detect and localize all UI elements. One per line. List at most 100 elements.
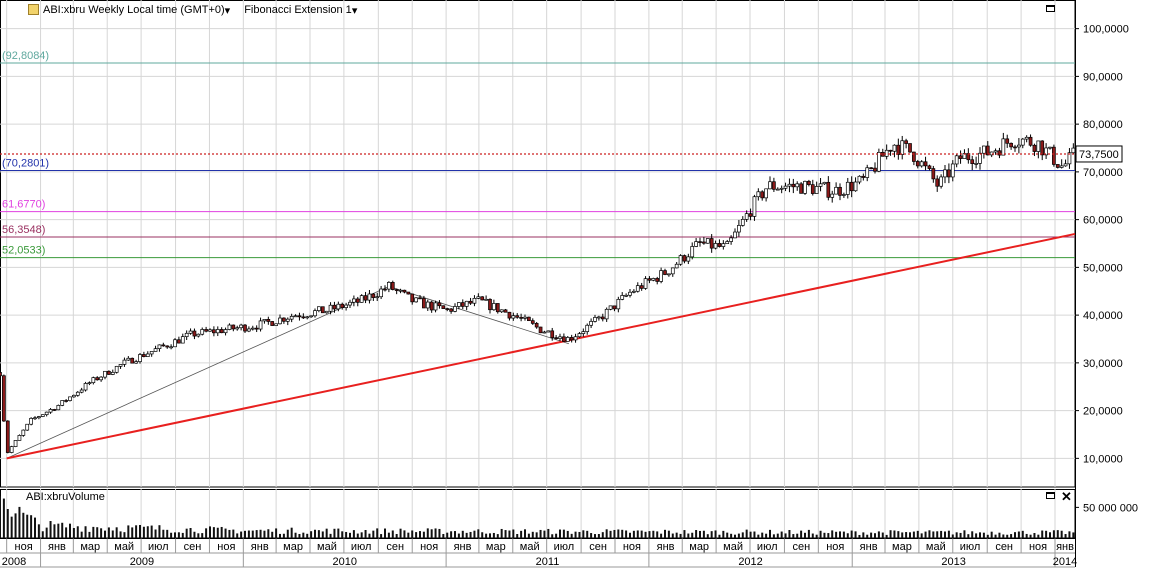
candle-body bbox=[235, 327, 240, 330]
volume-bar bbox=[321, 531, 324, 538]
candle-body bbox=[363, 295, 368, 301]
volume-bar bbox=[177, 532, 180, 538]
volume-bar bbox=[201, 533, 204, 538]
volume-bar bbox=[811, 533, 814, 538]
volume-bar bbox=[543, 530, 546, 538]
volume-bar bbox=[804, 532, 806, 538]
candle-body bbox=[970, 159, 975, 164]
candle-body bbox=[849, 181, 854, 192]
volume-bar bbox=[419, 531, 421, 538]
volume-bar bbox=[76, 526, 79, 538]
candle-body bbox=[472, 298, 477, 304]
candle-body bbox=[527, 316, 531, 322]
candle-body bbox=[900, 140, 905, 155]
candle-body bbox=[632, 290, 636, 293]
candle-body bbox=[0, 372, 2, 377]
volume-bar bbox=[477, 529, 480, 538]
candle-body bbox=[173, 339, 177, 348]
candle-body bbox=[270, 321, 275, 326]
volume-bar bbox=[216, 527, 219, 538]
volume-bar bbox=[889, 530, 892, 538]
volume-bar bbox=[586, 530, 589, 538]
indicator-label[interactable]: Fibonacci Extension 1 bbox=[244, 4, 352, 16]
fib-level-label: (92,8084) bbox=[2, 50, 49, 62]
candle-body bbox=[410, 293, 415, 303]
volume-bar bbox=[88, 531, 91, 538]
candle-body bbox=[698, 241, 702, 243]
candle-body bbox=[814, 186, 819, 194]
volume-bar bbox=[885, 534, 888, 538]
volume-bar bbox=[745, 529, 748, 538]
year-label: 2012 bbox=[738, 556, 762, 568]
volume-bar bbox=[792, 534, 795, 538]
volume-bar bbox=[555, 533, 558, 538]
maximize-icon[interactable] bbox=[1046, 5, 1055, 12]
volume-bar bbox=[609, 530, 612, 538]
month-label: мар bbox=[892, 541, 912, 553]
candle-body bbox=[278, 317, 282, 325]
candle-body bbox=[161, 344, 166, 347]
price-tick-label: 20,0000 bbox=[1083, 406, 1123, 418]
volume-bar bbox=[640, 530, 643, 538]
volume-maximize-icon[interactable] bbox=[1046, 492, 1055, 499]
candle-body bbox=[873, 167, 877, 172]
candle-body bbox=[1028, 136, 1033, 146]
volume-bar bbox=[232, 529, 235, 538]
candle-body bbox=[285, 318, 290, 322]
candle-body bbox=[503, 309, 508, 313]
volume-bar bbox=[329, 533, 332, 538]
candle-body bbox=[534, 323, 539, 328]
volume-bar bbox=[492, 532, 495, 538]
candle-body bbox=[258, 320, 263, 330]
candle-body bbox=[449, 308, 453, 312]
volume-bar bbox=[854, 531, 857, 538]
volume-bar bbox=[212, 527, 215, 538]
price-tick-label: 80,0000 bbox=[1083, 119, 1123, 131]
candle-body bbox=[690, 246, 695, 258]
candle-body bbox=[713, 243, 718, 249]
volume-bar bbox=[65, 527, 68, 538]
volume-bar bbox=[734, 534, 736, 538]
volume-bar bbox=[772, 534, 775, 538]
volume-bar bbox=[380, 534, 383, 538]
candle-body bbox=[869, 167, 873, 170]
candle-body bbox=[686, 256, 691, 262]
candle-body bbox=[667, 273, 671, 276]
volume-bar bbox=[699, 530, 701, 538]
price-tick-label: 60,0000 bbox=[1083, 215, 1123, 227]
volume-bar bbox=[551, 534, 554, 538]
volume-bar bbox=[800, 530, 803, 538]
volume-bar bbox=[92, 526, 95, 538]
candle-body bbox=[379, 288, 383, 298]
candle-body bbox=[91, 377, 96, 384]
volume-bar bbox=[314, 529, 316, 538]
candle-body bbox=[107, 370, 111, 375]
volume-bar bbox=[1060, 530, 1063, 538]
symbol-label[interactable]: ABI:xbru Weekly Local time (GMT+0) bbox=[43, 4, 225, 16]
volume-bar bbox=[527, 533, 530, 538]
candle-body bbox=[651, 278, 656, 281]
candle-body bbox=[122, 359, 127, 365]
candle-body bbox=[612, 305, 617, 310]
candle-body bbox=[383, 288, 387, 291]
candle-body bbox=[110, 371, 115, 375]
volume-bar bbox=[656, 531, 659, 538]
chart-settings-icon[interactable] bbox=[28, 4, 39, 15]
volume-bar bbox=[127, 525, 130, 538]
candle-body bbox=[437, 302, 442, 307]
candle-body bbox=[892, 144, 897, 152]
year-label: 2009 bbox=[130, 556, 154, 568]
volume-bar bbox=[590, 533, 593, 538]
symbol-dropdown-icon[interactable]: ▾ bbox=[224, 4, 231, 17]
candle-body bbox=[204, 329, 208, 332]
candle-body bbox=[1071, 147, 1076, 154]
candle-body bbox=[530, 320, 535, 324]
volume-bar bbox=[364, 530, 367, 538]
volume-bar bbox=[535, 532, 538, 538]
candle-body bbox=[733, 231, 737, 239]
indicator-dropdown-icon[interactable]: ▾ bbox=[351, 4, 358, 17]
volume-close-icon[interactable]: ✕ bbox=[1061, 489, 1072, 504]
candle-body bbox=[429, 301, 434, 311]
volume-bar bbox=[461, 530, 464, 538]
